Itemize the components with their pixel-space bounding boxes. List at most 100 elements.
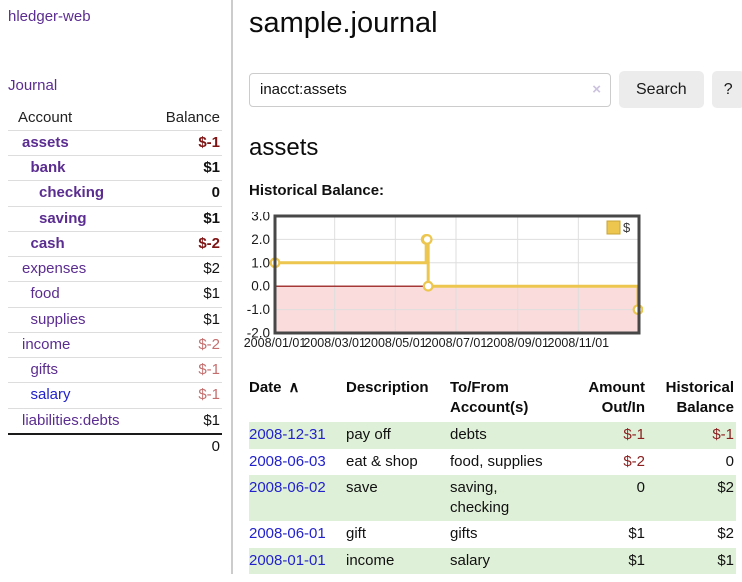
account-name-cell: checking <box>8 180 151 207</box>
svg-text:1.0: 1.0 <box>251 255 270 270</box>
clear-search-icon[interactable]: × <box>592 80 601 98</box>
register-date-cell: 2008-06-01 <box>249 521 346 547</box>
account-row: food $1 <box>8 281 222 308</box>
register-col-date-label: Date <box>249 378 282 396</box>
account-balance: $-1 <box>150 130 222 157</box>
account-link-salary[interactable]: salary <box>30 386 71 404</box>
account-link-food[interactable]: food <box>30 285 60 303</box>
register-accounts-cell: debts <box>450 426 487 444</box>
accounts-header-row: Account Balance <box>8 105 222 131</box>
account-balance: $-2 <box>150 332 222 359</box>
account-balance: $1 <box>150 155 222 182</box>
account-name-cell: bank <box>8 155 151 182</box>
accounts-col-account: Account <box>8 105 151 131</box>
account-balance: 0 <box>150 180 222 207</box>
register-balance-cell: $-1 <box>712 426 734 444</box>
register-amount-cell: $1 <box>628 551 645 569</box>
account-balance: $-1 <box>150 382 222 409</box>
register-table: Date ∧ Description To/From Account(s) Amo… <box>249 374 736 574</box>
transaction-date-link[interactable]: 2008-06-01 <box>249 525 326 543</box>
register-amount-cell: 0 <box>636 478 645 496</box>
account-balance: $1 <box>150 206 222 232</box>
register-description-cell: income <box>346 551 395 569</box>
register-balance-cell: 0 <box>725 452 734 470</box>
chart-title: Historical Balance: <box>249 181 385 199</box>
account-row: liabilities:debts $1 <box>8 408 222 435</box>
account-balance: $1 <box>150 281 222 308</box>
svg-text:2008/07/01: 2008/07/01 <box>425 336 488 350</box>
svg-text:2008/05/01: 2008/05/01 <box>364 336 427 350</box>
account-link-cash[interactable]: cash <box>30 234 65 252</box>
account-row: checking 0 <box>8 180 222 207</box>
sidebar: hledger-web Journal Account Balance asse… <box>0 0 233 574</box>
account-name-cell: food <box>8 281 151 308</box>
svg-text:$: $ <box>623 220 631 235</box>
register-date-cell: 2008-01-01 <box>249 548 346 574</box>
svg-text:2008/01/01: 2008/01/01 <box>244 336 307 350</box>
account-row: supplies $1 <box>8 307 222 333</box>
register-col-description: Description <box>346 378 429 396</box>
register-date-cell: 2008-06-02 <box>249 475 346 522</box>
svg-text:2008/09/01: 2008/09/01 <box>486 336 549 350</box>
account-balance: $1 <box>150 307 222 333</box>
app-brand-link[interactable]: hledger-web <box>8 8 91 25</box>
search-button[interactable]: Search <box>619 71 704 109</box>
svg-text:0.0: 0.0 <box>251 278 270 293</box>
account-link-income[interactable]: income <box>22 335 71 353</box>
register-row: 2008-06-02 save saving, checking 0 $2 <box>249 474 736 522</box>
account-name-cell: assets <box>8 130 151 157</box>
account-balance: $1 <box>150 408 222 435</box>
nav-journal-link[interactable]: Journal <box>8 77 58 95</box>
register-description-cell: gift <box>346 525 367 543</box>
svg-text:-1.0: -1.0 <box>247 302 270 317</box>
account-link-gifts[interactable]: gifts <box>30 361 59 378</box>
register-balance-cell: $2 <box>717 525 734 543</box>
account-row: saving $1 <box>8 206 222 232</box>
accounts-table: Account Balance assets $-1 bank $1 checking 0… <box>8 105 222 459</box>
transaction-date-link[interactable]: 2008-12-31 <box>249 426 326 444</box>
register-date-cell: 2008-06-03 <box>249 449 346 475</box>
account-link-supplies[interactable]: supplies <box>30 310 86 328</box>
accounts-total-spacer <box>8 432 151 459</box>
account-row: gifts $-1 <box>8 357 222 384</box>
account-link-liabilities-debts[interactable]: liabilities:debts <box>22 411 120 429</box>
account-link-assets[interactable]: assets <box>22 133 69 151</box>
account-row: bank $1 <box>8 155 222 182</box>
account-link-checking[interactable]: checking <box>39 184 105 202</box>
register-amount-cell: $-1 <box>623 426 645 444</box>
main-content: sample.journal × Search ? assets Histori… <box>233 0 742 574</box>
search-input[interactable] <box>249 72 611 107</box>
account-link-bank[interactable]: bank <box>30 159 66 176</box>
accounts-col-balance: Balance <box>150 105 222 131</box>
page-title: sample.journal <box>249 7 438 39</box>
transaction-date-link[interactable]: 2008-01-01 <box>249 551 326 569</box>
register-balance-cell: $2 <box>717 478 734 496</box>
svg-text:2.0: 2.0 <box>251 232 270 247</box>
register-header-row: Date ∧ Description To/From Account(s) Amo… <box>249 374 736 423</box>
register-col-amount: Amount Out/In <box>588 378 645 417</box>
register-rows: 2008-12-31 pay off debts $-1 $-1 2008-06-03 ea… <box>249 422 736 574</box>
register-description-cell: pay off <box>346 426 391 444</box>
register-row: 2008-12-31 pay off debts $-1 $-1 <box>249 422 736 449</box>
register-amount-cell: $-2 <box>623 452 645 470</box>
historical-balance-chart: $3.0 2.0 1.0 0.0 -1.0 -2.0 2008/01/01 2008/03/0… <box>241 208 742 352</box>
account-name-cell: expenses <box>8 256 151 283</box>
accounts-rows: assets $-1 bank $1 checking 0 saving $1 cash $-2 e… <box>8 130 222 435</box>
account-link-saving[interactable]: saving <box>39 209 87 227</box>
register-date-cell: 2008-12-31 <box>249 422 346 448</box>
register-row: 2008-01-01 income salary $1 $1 <box>249 547 736 574</box>
account-name-cell: salary <box>8 382 151 409</box>
register-accounts-cell: gifts <box>450 525 478 543</box>
transaction-date-link[interactable]: 2008-06-03 <box>249 452 326 470</box>
help-button[interactable]: ? <box>711 71 742 109</box>
account-name-cell: gifts <box>8 357 151 384</box>
register-description-cell: save <box>346 478 378 496</box>
account-link-expenses[interactable]: expenses <box>22 260 87 277</box>
svg-text:-2.0: -2.0 <box>247 325 270 340</box>
register-col-date[interactable]: Date ∧ <box>249 374 346 423</box>
sort-ascending-icon: ∧ <box>288 378 300 396</box>
transaction-date-link[interactable]: 2008-06-02 <box>249 478 326 496</box>
account-row: expenses $2 <box>8 256 222 283</box>
account-balance: $2 <box>150 256 222 283</box>
